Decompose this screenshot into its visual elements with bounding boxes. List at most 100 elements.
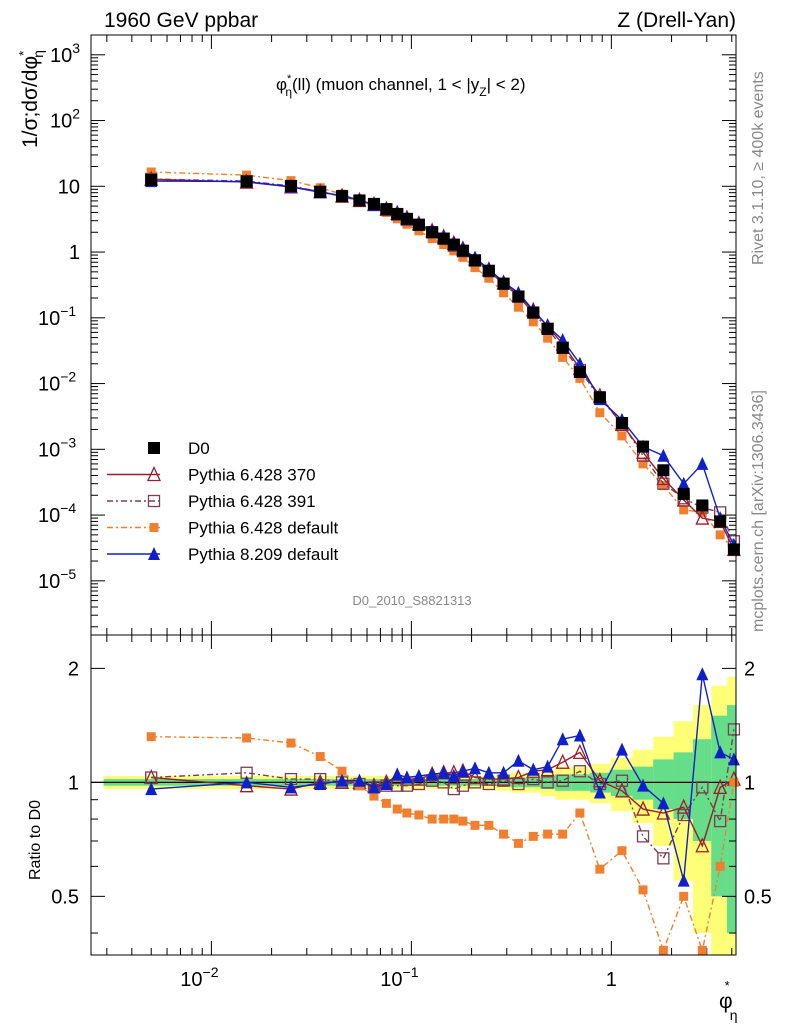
data-point	[657, 448, 670, 462]
y-tick-exp: −1	[60, 303, 76, 319]
ratio-point	[439, 814, 449, 824]
energy-label: 1960 GeV ppbar	[104, 9, 258, 32]
data-point	[456, 244, 469, 257]
ratio-point	[314, 777, 327, 791]
data-point	[528, 317, 538, 327]
ratio-point	[727, 752, 740, 766]
data-point	[468, 254, 481, 267]
data-point	[482, 264, 495, 277]
data-point	[145, 173, 158, 186]
data-point	[314, 185, 327, 198]
data-point	[556, 341, 569, 354]
ratio-point	[315, 752, 325, 762]
legend-label: Pythia 6.428 391	[188, 492, 316, 511]
data-point	[679, 505, 689, 515]
data-point	[447, 238, 460, 251]
ratio-y-tick-label-right: 1	[744, 772, 755, 794]
legend-marker	[149, 523, 159, 532]
ratio-point	[336, 773, 349, 787]
data-point	[427, 234, 437, 244]
data-point	[400, 212, 413, 225]
ratio-point	[242, 733, 252, 743]
xlabel-star: *	[725, 978, 730, 993]
ratio-point	[337, 766, 347, 776]
x-tick-exp: −2	[203, 964, 219, 980]
y-tick-exp: 3	[72, 40, 80, 56]
title-rest2: | < 2)	[487, 75, 526, 94]
data-point	[513, 302, 523, 312]
legend-marker	[147, 494, 161, 508]
ratio-point	[402, 808, 412, 818]
legend-item: Pythia 6.428 default	[107, 519, 339, 538]
ratio-point	[558, 829, 568, 839]
ratio-point	[714, 745, 727, 759]
ratio-y-tick-label-right: 2	[744, 658, 755, 680]
ratio-point	[512, 753, 525, 767]
ratio-point	[412, 768, 425, 782]
band-inner-bin	[693, 739, 712, 842]
ratio-point	[426, 767, 439, 781]
y-tick-exp: −3	[60, 434, 76, 450]
ratio-point	[593, 785, 606, 799]
ratio-point	[697, 945, 707, 955]
data-point	[391, 207, 404, 220]
ratio-uncertainty-band	[91, 676, 736, 955]
data-point	[638, 459, 648, 469]
legend: D0 Pythia 6.428 370 Pythia 6.428 391 Pythia…	[107, 439, 339, 564]
y-tick-exp: 2	[72, 106, 80, 122]
ratio-point	[636, 800, 651, 816]
ratio-point	[414, 810, 424, 820]
data-point	[497, 277, 510, 290]
x-tick-label: 10−1	[380, 964, 418, 991]
x-tick-base: 10	[380, 969, 402, 991]
data-point	[543, 333, 553, 343]
ratio-point	[543, 829, 553, 839]
x-tick-label: 10−2	[180, 964, 218, 991]
legend-label: Pythia 8.209 default	[188, 545, 339, 564]
ratio-point	[482, 777, 496, 791]
ratio-point	[456, 764, 469, 778]
ratio-point	[714, 814, 727, 828]
data-point	[617, 431, 627, 441]
ratio-point	[447, 782, 460, 796]
main-y-label: 1/σ;dσ/dφ*η	[16, 50, 46, 148]
ratio-point	[528, 831, 538, 841]
y-tick-base: 1	[69, 242, 80, 264]
x-tick-base: 10	[180, 969, 202, 991]
data-point	[412, 218, 425, 231]
series-pythia-6-428-391	[145, 172, 741, 548]
ratio-y-label: Ratio to D0	[27, 800, 44, 880]
data-point	[593, 391, 606, 404]
ratio-point	[353, 773, 366, 787]
ratio-point	[729, 777, 739, 787]
ratio-point	[727, 723, 741, 736]
y-tick-exp: −4	[60, 500, 76, 516]
data-point	[615, 417, 628, 430]
ratio-y-tick-label: 0.5	[51, 886, 79, 908]
data-point	[677, 476, 690, 490]
title-eta: η	[285, 85, 292, 99]
data-point	[527, 306, 540, 319]
ratio-point	[556, 774, 569, 787]
title-star: *	[287, 73, 292, 85]
data-point	[696, 499, 709, 512]
x-axis-label: φ*η	[719, 978, 737, 1023]
ratio-point	[677, 808, 690, 822]
ratio-point	[391, 767, 404, 781]
y-tick-base: 10	[50, 111, 72, 133]
ratio-point	[513, 838, 523, 848]
ratio-point	[658, 945, 668, 955]
legend-marker	[148, 547, 160, 560]
ratio-point	[145, 782, 158, 796]
ratio-point	[437, 765, 450, 779]
band-inner-bin	[673, 752, 694, 820]
ratio-point	[380, 777, 393, 791]
legend-item: Pythia 6.428 370	[107, 466, 316, 485]
ratio-point	[541, 759, 554, 773]
y-tick-base: 10	[38, 374, 60, 396]
data-point	[658, 481, 668, 491]
legend-label: Pythia 6.428 370	[188, 466, 316, 485]
process-label: Z (Drell-Yan)	[617, 9, 736, 32]
ratio-point	[636, 830, 650, 843]
